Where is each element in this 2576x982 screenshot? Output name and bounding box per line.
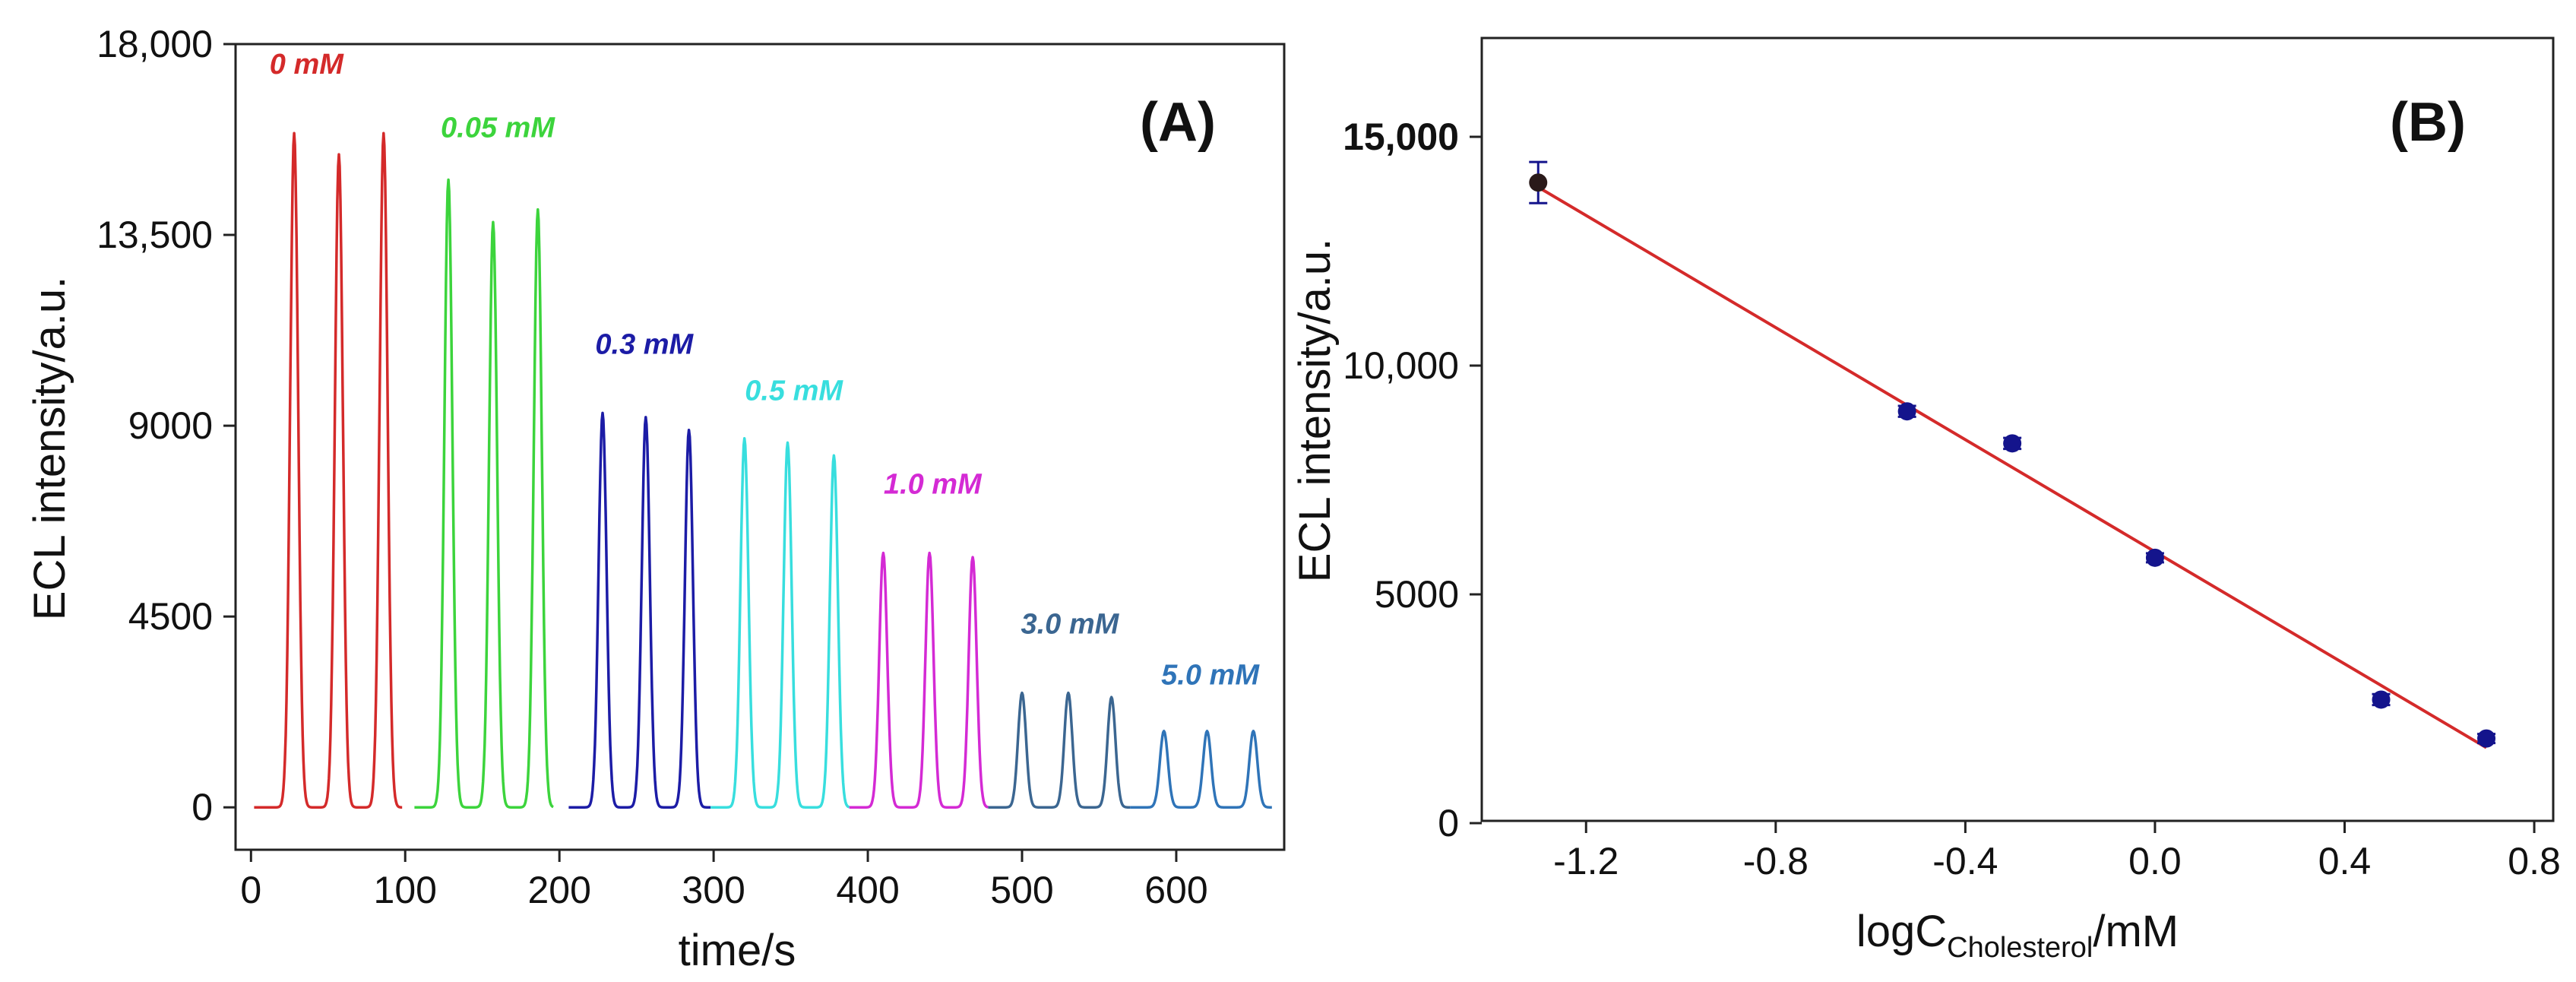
panel-a-x-tick-label: 400 — [836, 869, 899, 911]
panel-a-concentration-label: 5.0 mM — [1161, 659, 1260, 691]
panel-b-x-tick-label: -0.8 — [1743, 840, 1809, 882]
panel-b-y-tick-label: 10,000 — [1343, 344, 1459, 387]
panel-b-data-point — [2477, 729, 2496, 748]
panel-a-y-axis: 0 4500 9000 13,500 18,000 — [97, 23, 236, 828]
panel-a-x-tick-label: 100 — [374, 869, 437, 911]
panel-a-plot-frame — [234, 43, 1286, 851]
panel-a-concentration-label: 3.0 mM — [1021, 608, 1119, 640]
panel-a-x-tick-label: 600 — [1144, 869, 1207, 911]
panel-b-x-tick-label: 0.0 — [2128, 840, 2182, 882]
panel-b-plot-frame — [1480, 36, 2555, 822]
panel-b-x-axis: -1.2 -0.8 -0.4 0.0 0.4 0.8 — [1553, 821, 2561, 882]
panel-b-y-axis-label: ECL intensity/a.u. — [1290, 239, 1340, 582]
panel-a-y-tick-label: 9000 — [128, 404, 213, 447]
panel-b-data-point — [2372, 690, 2391, 709]
panel-a-x-tick-label: 500 — [990, 869, 1053, 911]
panel-b-data-point — [2003, 434, 2022, 453]
panel-a-x-tick-label: 0 — [240, 869, 261, 911]
panel-a-y-tick-label: 13,500 — [97, 214, 213, 256]
panel-b-tag: (B) — [2390, 92, 2466, 153]
panel-b-x-axis-label-sub: Cholesterol — [1947, 932, 2093, 964]
panel-b-y-tick-label: 0 — [1438, 802, 1459, 844]
panel-a-concentration-label: 1.0 mM — [884, 468, 983, 500]
panel-b-x-axis-label-unit: /mM — [2093, 907, 2179, 956]
panel-a-y-axis-label: ECL intensity/a.u. — [25, 277, 74, 620]
panel-b-data-point — [1529, 173, 1548, 192]
panel-a-x-axis: 0 100 200 300 400 500 600 — [240, 850, 1208, 911]
panel-b-data-point — [2145, 548, 2164, 567]
panel-a-series-line-6 — [1129, 730, 1273, 809]
panel-a-concentration-label: 0.3 mM — [595, 328, 694, 360]
panel-a-series-line-3 — [710, 437, 850, 809]
panel-a-concentration-labels: 0 mM 0.05 mM 0.3 mM 0.5 mM 1.0 mM 3.0 mM 5.0 m… — [270, 49, 1261, 691]
panel-a-x-tick-label: 300 — [682, 869, 745, 911]
panel-a-y-tick-label: 18,000 — [97, 23, 213, 65]
panel-b-x-tick-label: -0.4 — [1932, 840, 1998, 882]
panel-a-x-tick-label: 200 — [527, 869, 590, 911]
panel-a-concentration-label: 0.05 mM — [441, 112, 555, 144]
panel-b-x-axis-label: logCCholesterol/mM — [1856, 907, 2179, 964]
panel-b-fit-line — [1537, 185, 2488, 749]
panel-b-x-tick-label: 0.4 — [2318, 840, 2372, 882]
panel-a-y-tick-label: 0 — [191, 786, 213, 828]
panel-a-tag: (A) — [1140, 92, 1216, 153]
panel-a-series-line-2 — [568, 411, 711, 809]
panel-a-series-line-4 — [848, 551, 989, 809]
panel-b-fit-group — [1537, 185, 2488, 749]
panel-b-x-axis-label-main: logC — [1856, 907, 1947, 956]
panel-b-calibration-chart: -1.2 -0.8 -0.4 0.0 0.4 0.8 0500010,00015,000 … — [1290, 36, 2561, 964]
panel-a-concentration-label: 0 mM — [270, 49, 344, 81]
panel-b-y-tick-label: 5000 — [1375, 573, 1459, 616]
panel-b-data-point — [1897, 402, 1916, 421]
panel-b-y-tick-label: 15,000 — [1343, 116, 1459, 158]
panel-a-x-axis-label: time/s — [679, 926, 796, 975]
panel-a-series-line-1 — [413, 178, 554, 809]
panel-a-y-tick-label: 4500 — [128, 595, 213, 638]
panel-b-x-tick-label: 0.8 — [2508, 840, 2561, 882]
panel-a-series-line-5 — [987, 691, 1131, 809]
panel-a-concentration-label: 0.5 mM — [745, 375, 843, 407]
panel-a-time-trace-chart: 0 100 200 300 400 500 600 0 4500 9000 13,500 18,00… — [25, 23, 1286, 975]
panel-a-series-group — [253, 131, 1273, 809]
panel-a-series-line-0 — [253, 131, 403, 809]
panel-b-x-tick-label: -1.2 — [1553, 840, 1619, 882]
panel-b-points-group — [1529, 160, 2496, 748]
panel-b-y-axis: 0 5000 10,000 15,000 — [1343, 116, 1482, 844]
